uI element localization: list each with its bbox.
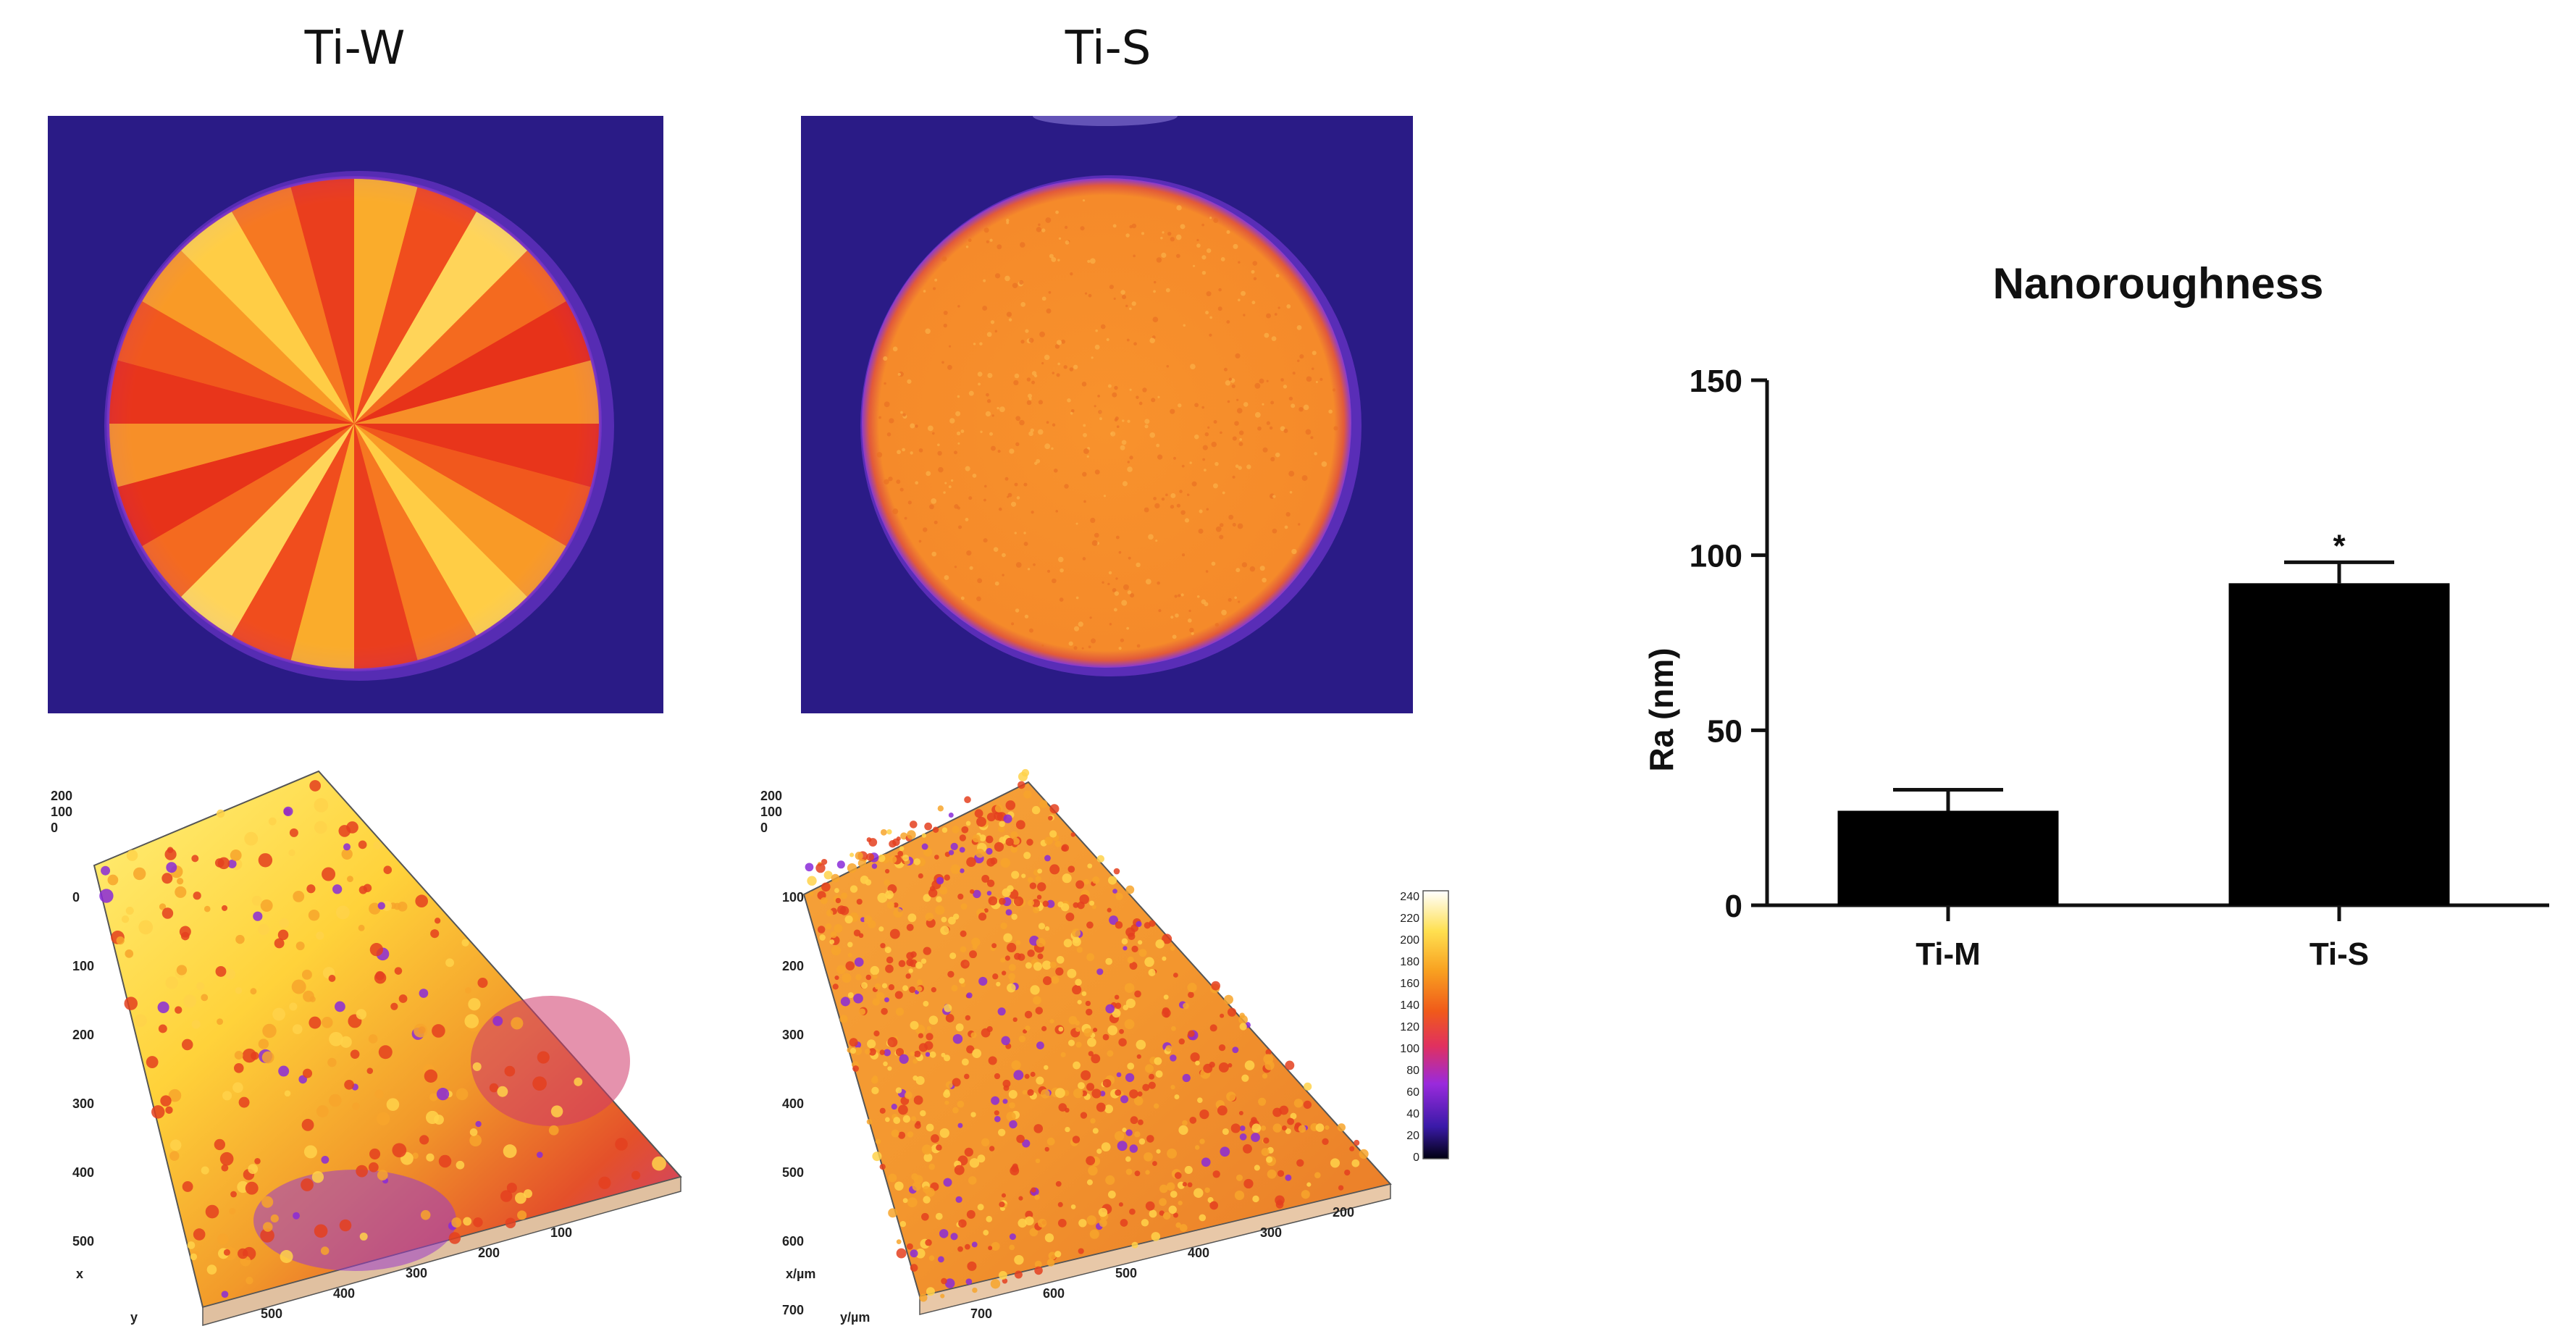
- chart-title: Nanoroughness: [1993, 259, 2324, 308]
- surface-y-tick: 200: [782, 959, 804, 973]
- surface-y-tick: 300: [72, 1096, 94, 1111]
- surface-x-tick: 300: [1260, 1225, 1282, 1240]
- colorbar-tick: 200: [1400, 934, 1419, 947]
- surface-z-tick: 200: [51, 789, 72, 803]
- colorbar-tick: 80: [1406, 1065, 1419, 1077]
- y-tick-label: 100: [1690, 539, 1742, 574]
- colorbar-tick: 140: [1400, 999, 1419, 1012]
- surface-axis-label: x/µm: [786, 1267, 815, 1281]
- surface-z-tick: 100: [51, 805, 72, 819]
- micrograph-ti-w: [48, 116, 663, 713]
- surface-z-tick: 0: [760, 821, 768, 835]
- colorbar-tick: 240: [1400, 891, 1419, 903]
- surface-z-tick: 0: [51, 821, 58, 835]
- surface-x-tick: 200: [478, 1246, 500, 1260]
- surface-x-tick: 400: [1188, 1246, 1209, 1260]
- surface-x-tick: 700: [970, 1306, 992, 1321]
- colorbar-tick: 180: [1400, 956, 1419, 968]
- surface-y-tick: 700: [782, 1303, 804, 1317]
- surface-z-tick: 200: [760, 789, 782, 803]
- colorbar-tick: 100: [1400, 1043, 1419, 1055]
- y-tick-label: 0: [1725, 889, 1742, 924]
- significance-marker: *: [2333, 528, 2346, 563]
- surface-y-tick: 300: [782, 1028, 804, 1042]
- surface-x-tick: 500: [1115, 1266, 1137, 1280]
- surface-axis-label: y: [130, 1310, 138, 1325]
- surface-y-tick: 100: [72, 959, 94, 973]
- surface-x-tick: 200: [1333, 1205, 1354, 1220]
- surface-y-tick: 400: [72, 1165, 94, 1180]
- colorbar-tick: 160: [1400, 978, 1419, 990]
- colorbar-tick: 220: [1400, 913, 1419, 925]
- colorbar-tick: 20: [1406, 1130, 1419, 1142]
- panel-title-ti-s: Ti-S: [1065, 22, 1151, 75]
- x-tick-label: Ti-M: [1916, 936, 1981, 972]
- surface-y-tick: 100: [782, 890, 804, 905]
- surface-x-tick: 600: [1043, 1286, 1065, 1301]
- surface-y-tick: 600: [782, 1234, 804, 1249]
- y-tick-label: 150: [1690, 364, 1742, 399]
- colorbar-tick: 60: [1406, 1086, 1419, 1099]
- surface-axis-label: x: [76, 1267, 83, 1281]
- surface-plot-ti-w: 200 100 0 0 100 200 300 400 500 500 400 300 200 100 y x: [51, 770, 682, 1326]
- y-axis-label: Ra (nm): [1642, 647, 1680, 771]
- panel-title-ti-w: Ti-W: [304, 22, 406, 75]
- surface-y-tick: 500: [72, 1234, 94, 1249]
- surface-x-tick: 500: [261, 1306, 282, 1321]
- surface-x-tick: 300: [406, 1266, 427, 1280]
- surface-y-tick: 500: [782, 1165, 804, 1180]
- surface-plot-ti-s: 200 100 0 100 200 300 400 500 600 700 700 600 500 400…: [760, 768, 1392, 1325]
- surface-axis-label: y/µm: [840, 1310, 870, 1325]
- surface-x-tick: 400: [333, 1286, 355, 1301]
- x-tick-label: Ti-S: [2309, 936, 2369, 972]
- surface-y-tick: 200: [72, 1028, 94, 1042]
- micrograph-ti-s: [801, 116, 1413, 713]
- colorbar-tick: 0: [1413, 1151, 1419, 1164]
- y-tick-label: 50: [1707, 713, 1742, 749]
- surface-y-tick: 0: [72, 890, 80, 905]
- colorbar-tick: 40: [1406, 1108, 1419, 1120]
- bar-ti-s: [2228, 583, 2450, 905]
- surface-y-tick: 400: [782, 1096, 804, 1111]
- surface-x-tick: 100: [550, 1225, 572, 1240]
- colorbar-tick: 120: [1400, 1021, 1419, 1033]
- surface-z-tick: 100: [760, 805, 782, 819]
- bar-ti-m: [1837, 810, 2059, 905]
